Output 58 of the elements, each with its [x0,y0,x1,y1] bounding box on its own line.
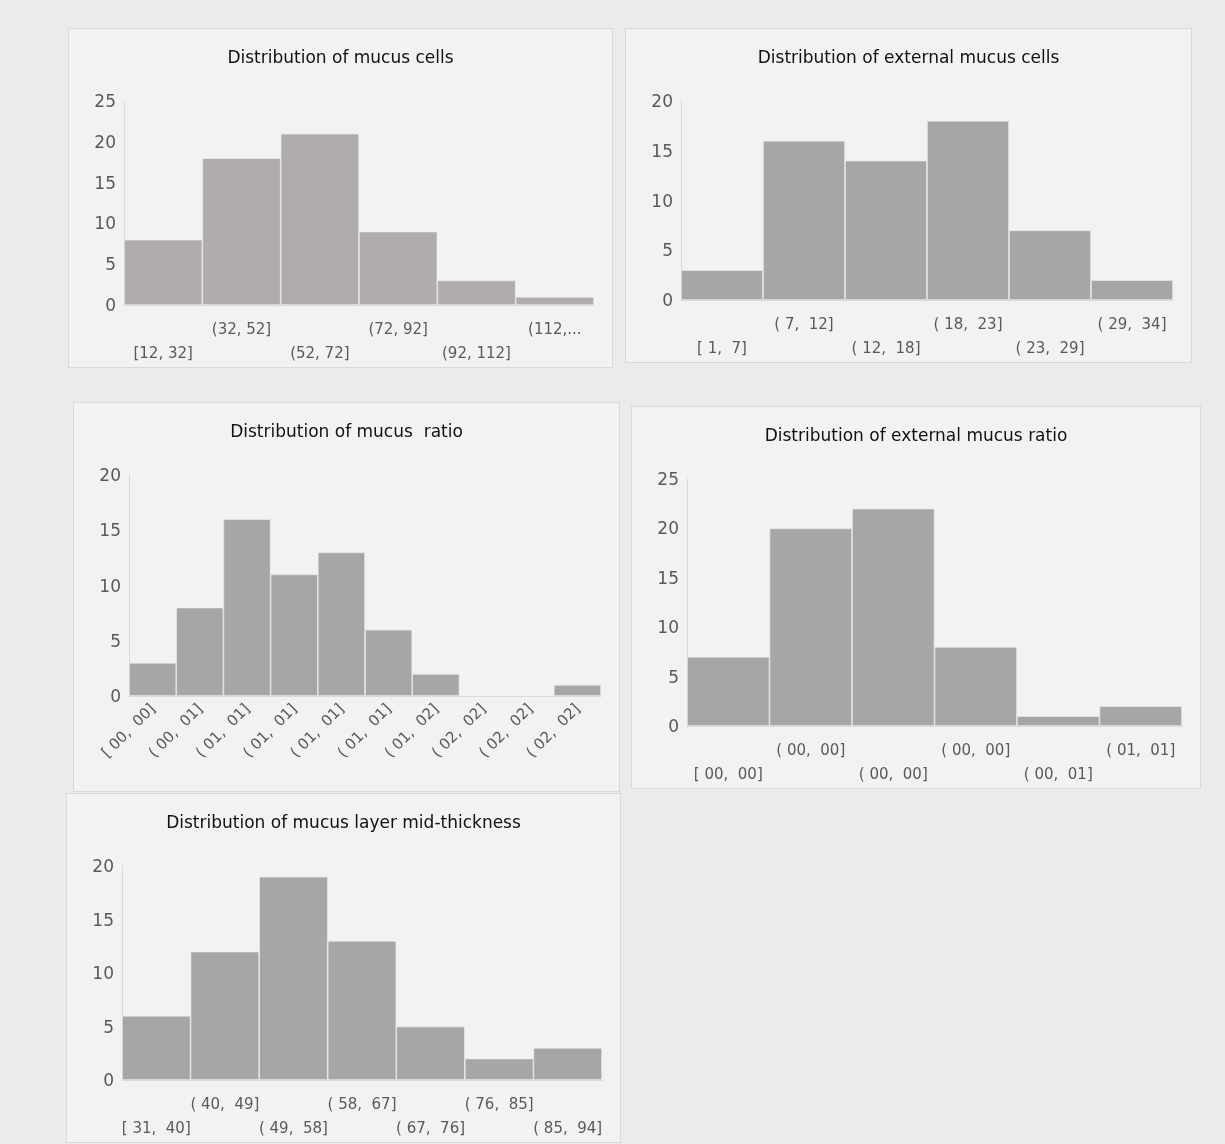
x-tick-label: ( 00, 01] [1023,765,1093,783]
chart-title: Distribution of external mucus ratio [764,424,1068,445]
bar [553,684,601,696]
y-tick-label: 5 [105,254,116,275]
y-tick-label: 10 [99,575,121,596]
x-tick-label: [ 1, 7] [697,339,747,357]
y-tick-label: 5 [110,630,121,651]
y-tick-label: 15 [94,172,116,193]
x-tick-label: ( 18, 23] [933,315,1003,333]
x-tick-label: ( 40, 49] [190,1095,260,1113]
chart-title: Distribution of mucus layer mid-thickness [166,811,521,832]
y-tick-label: 10 [651,190,673,211]
x-tick-label: ( 58, 67] [327,1095,397,1113]
chart-title: Distribution of mucus ratio [230,420,463,441]
y-tick-label: 10 [657,617,679,638]
x-tick-label: (52, 72] [290,344,350,362]
x-tick-label: ( 85, 94] [533,1119,603,1137]
y-tick-label: 15 [92,909,114,930]
y-tick-label: 20 [92,856,114,876]
x-tick-label: ( 49, 58] [258,1119,328,1137]
y-tick-label: 20 [94,131,116,152]
x-tick-label: [ 00, 00] [693,765,763,783]
x-tick-label: ( 00, 00] [858,765,928,783]
chart-title: Distribution of external mucus cells [757,46,1060,67]
y-tick-label: 15 [657,567,679,588]
x-tick-label: ( 00, 00] [941,741,1011,759]
y-tick-label: 20 [99,465,121,485]
x-tick-label: ( 23, 29] [1015,339,1085,357]
x-tick-label: [ 31, 40] [121,1119,191,1137]
x-tick-label: ( 29, 34] [1097,315,1167,333]
y-tick-label: 15 [651,140,673,161]
x-tick-label: ( 12, 18] [851,339,921,357]
y-tick-label: 25 [94,91,116,111]
y-tick-label: 15 [99,520,121,541]
x-tick-label: ( 76, 85] [464,1095,534,1113]
y-tick-label: 0 [105,295,116,315]
x-tick-label: (72, 92] [368,320,428,338]
x-tick-label: [12, 32] [133,344,193,362]
x-tick-label: ( 00, 00] [776,741,846,759]
chart-title: Distribution of mucus cells [227,46,454,67]
y-tick-label: 10 [92,963,114,983]
y-tick-label: 0 [110,686,121,706]
y-tick-label: 5 [668,666,679,687]
y-tick-label: 10 [94,213,116,234]
x-tick-label: (112,... [528,320,582,338]
x-tick-label: (92, 112] [442,344,511,362]
x-tick-label: ( 01, 01] [1106,741,1176,759]
y-tick-label: 0 [103,1070,114,1090]
y-tick-label: 25 [657,469,679,489]
y-tick-label: 0 [668,716,679,736]
x-tick-label: (32, 52] [211,320,272,338]
x-tick-label: ( 7, 12] [774,315,834,333]
y-tick-label: 20 [657,518,679,539]
y-tick-label: 0 [662,290,673,310]
y-tick-label: 5 [662,240,673,261]
y-tick-label: 20 [651,91,673,111]
x-tick-label: ( 67, 76] [396,1119,466,1137]
y-tick-label: 5 [103,1016,114,1037]
